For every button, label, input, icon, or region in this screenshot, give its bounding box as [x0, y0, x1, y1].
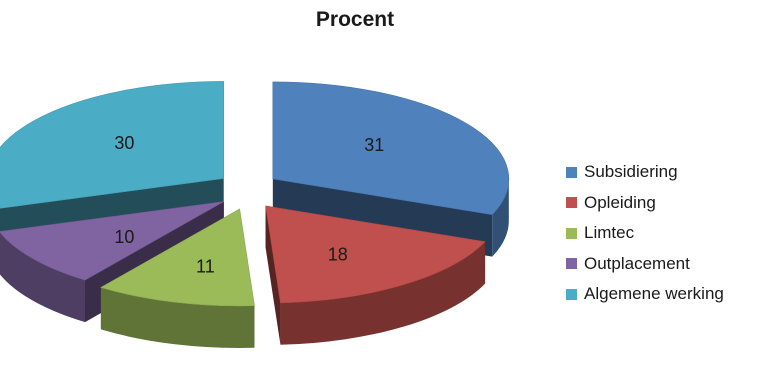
pie-slice-opleiding	[265, 205, 486, 345]
pie-slice-side	[492, 178, 509, 257]
legend-label: Algemene werking	[584, 284, 724, 304]
data-label: 11	[196, 257, 215, 277]
pie-slice-top	[0, 81, 225, 209]
pie-slice-top	[272, 81, 510, 215]
pie-slice-limtec	[100, 208, 255, 348]
legend-swatch	[566, 197, 577, 209]
data-label: 10	[114, 227, 134, 247]
legend-item: Outplacement	[566, 249, 724, 280]
data-label: 30	[114, 133, 134, 153]
legend-swatch	[566, 288, 577, 300]
legend-item: Algemene werking	[566, 279, 724, 310]
legend-swatch	[566, 166, 577, 178]
legend-item: Opleiding	[566, 188, 724, 219]
legend-swatch	[566, 258, 577, 270]
pie-slice-side	[0, 232, 86, 323]
legend-label: Opleiding	[584, 192, 656, 212]
pie-slice-side	[280, 241, 486, 345]
data-label: 18	[328, 245, 348, 265]
legend-item: Limtec	[566, 218, 724, 249]
legend-label: Outplacement	[584, 253, 690, 273]
legend-label: Subsidiering	[584, 162, 678, 182]
chart-title: Procent	[315, 8, 395, 31]
pie-slice-top	[265, 205, 486, 304]
pie-slice-side	[100, 287, 255, 348]
pie-slice-top	[100, 208, 255, 307]
pie-slice-top	[0, 201, 224, 281]
pie-slice-wall	[265, 205, 281, 345]
chart-legend: Subsidiering Opleiding Limtec Outplacement A…	[566, 157, 724, 310]
data-label: 31	[364, 135, 384, 155]
legend-swatch	[566, 227, 577, 239]
legend-label: Limtec	[584, 223, 635, 243]
legend-item: Subsidiering	[566, 157, 724, 188]
